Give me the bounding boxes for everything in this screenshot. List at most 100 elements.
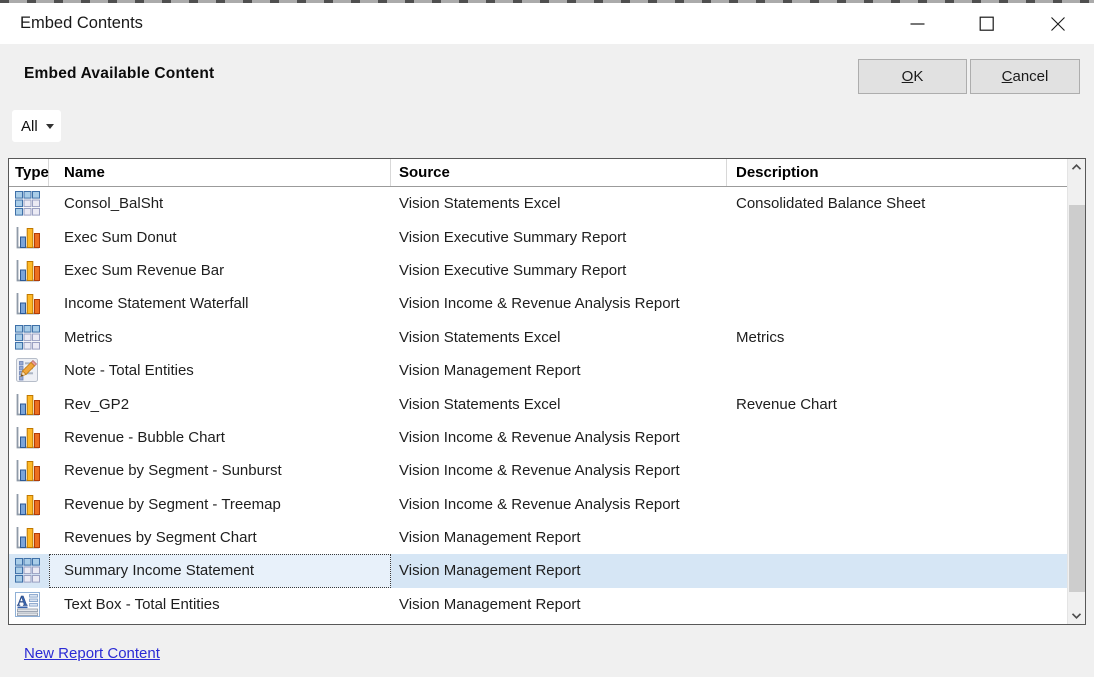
ok-rest: K bbox=[913, 68, 924, 85]
row-name-cell: Note - Total Entities bbox=[64, 362, 194, 380]
row-name-cell: Consol_BalSht bbox=[64, 195, 164, 213]
column-header-type[interactable]: Type bbox=[9, 159, 49, 186]
row-type-cell bbox=[9, 454, 49, 487]
row-type-cell bbox=[9, 421, 49, 454]
minimize-button[interactable] bbox=[894, 3, 940, 44]
grid-icon bbox=[15, 191, 40, 216]
row-name-cell: Revenue by Segment - Treemap bbox=[64, 495, 281, 513]
row-source-cell: Vision Executive Summary Report bbox=[399, 261, 627, 279]
table-row[interactable]: Revenue - Bubble Chart Vision Income & R… bbox=[9, 421, 1067, 454]
ok-button[interactable]: OK bbox=[858, 59, 967, 94]
maximize-icon bbox=[979, 16, 994, 31]
cancel-button[interactable]: Cancel bbox=[970, 59, 1080, 94]
row-description-cell bbox=[727, 588, 1067, 621]
vertical-scrollbar[interactable] bbox=[1067, 159, 1085, 624]
table-header: Type Name Source Description bbox=[9, 159, 1067, 187]
row-type-cell bbox=[9, 488, 49, 521]
type-filter-dropdown[interactable]: All bbox=[12, 110, 61, 142]
text-box-icon: A bbox=[15, 591, 40, 617]
row-description-cell bbox=[727, 521, 1067, 554]
row-name-cell: Income Statement Waterfall bbox=[64, 295, 249, 313]
row-type-cell bbox=[9, 521, 49, 554]
table-row[interactable]: Note - Total Entities Vision Management … bbox=[9, 354, 1067, 387]
row-name-cell: Revenues by Segment Chart bbox=[64, 529, 257, 547]
column-header-name[interactable]: Name bbox=[49, 159, 391, 186]
column-header-description[interactable]: Description bbox=[736, 164, 819, 181]
row-source-cell: Vision Statements Excel bbox=[399, 395, 561, 413]
row-name-cell: Rev_GP2 bbox=[64, 395, 130, 413]
row-description-cell: Metrics bbox=[736, 328, 785, 346]
row-description-cell bbox=[727, 488, 1067, 521]
row-source-cell: Vision Management Report bbox=[399, 595, 581, 613]
row-source-cell: Vision Statements Excel bbox=[399, 328, 561, 346]
scrollbar-thumb[interactable] bbox=[1069, 205, 1085, 592]
row-name-cell: Text Box - Total Entities bbox=[64, 595, 220, 613]
row-name-cell: Exec Sum Revenue Bar bbox=[64, 261, 225, 279]
bar-chart-icon bbox=[16, 226, 40, 248]
row-name-cell: Revenue by Segment - Sunburst bbox=[64, 462, 282, 480]
table-row[interactable]: Revenue by Segment - Treemap Vision Inco… bbox=[9, 488, 1067, 521]
cancel-accel: C bbox=[1001, 68, 1013, 85]
table-row[interactable]: Summary Income Statement Vision Manageme… bbox=[9, 554, 1067, 588]
table-row[interactable]: Income Statement Waterfall Vision Income… bbox=[9, 287, 1067, 320]
row-name-cell: Metrics bbox=[64, 328, 113, 346]
table-row[interactable]: Exec Sum Donut Vision Executive Summary … bbox=[9, 220, 1067, 253]
table-row[interactable]: Rev_GP2 Vision Statements Excel Revenue … bbox=[9, 387, 1067, 420]
maximize-button[interactable] bbox=[964, 3, 1010, 44]
table-row[interactable]: Revenues by Segment Chart Vision Managem… bbox=[9, 521, 1067, 554]
row-source-cell: Vision Executive Summary Report bbox=[399, 228, 627, 246]
row-source-cell: Vision Income & Revenue Analysis Report bbox=[399, 428, 680, 446]
bar-chart-icon bbox=[16, 259, 40, 282]
row-type-cell bbox=[9, 220, 49, 253]
table-row[interactable]: Consol_BalSht Vision Statements Excel Co… bbox=[9, 187, 1067, 220]
grid-icon bbox=[15, 558, 40, 584]
row-source-cell: Vision Income & Revenue Analysis Report bbox=[399, 462, 680, 480]
table-row[interactable]: Exec Sum Revenue Bar Vision Executive Su… bbox=[9, 254, 1067, 287]
content-table: Type Name Source Description Consol_BalS… bbox=[8, 158, 1086, 625]
row-name-cell: Summary Income Statement bbox=[49, 554, 391, 588]
table-body: Consol_BalSht Vision Statements Excel Co… bbox=[9, 187, 1067, 621]
row-type-cell bbox=[9, 254, 49, 287]
note-icon bbox=[16, 358, 38, 383]
new-report-content-link[interactable]: New Report Content bbox=[24, 645, 160, 662]
row-description-cell bbox=[727, 454, 1067, 487]
grid-icon bbox=[15, 324, 40, 350]
row-name-cell: Exec Sum Donut bbox=[64, 228, 177, 246]
window-title: Embed Contents bbox=[20, 14, 143, 32]
table-row[interactable]: Revenue by Segment - Sunburst Vision Inc… bbox=[9, 454, 1067, 487]
row-description-cell bbox=[727, 287, 1067, 320]
bar-chart-icon bbox=[16, 426, 40, 449]
page-title: Embed Available Content bbox=[24, 65, 215, 82]
title-bar: Embed Contents bbox=[0, 3, 1094, 44]
row-source-cell: Vision Management Report bbox=[399, 362, 581, 380]
bar-chart-icon bbox=[16, 460, 40, 482]
cancel-rest: ancel bbox=[1012, 68, 1049, 85]
column-header-source[interactable]: Source bbox=[391, 159, 727, 186]
row-description-cell: Consolidated Balance Sheet bbox=[736, 195, 926, 213]
table-row[interactable]: Metrics Vision Statements Excel Metrics bbox=[9, 321, 1067, 354]
minimize-icon bbox=[910, 23, 924, 25]
scroll-up-button[interactable] bbox=[1068, 159, 1085, 176]
table-row[interactable]: A Text Box - Total Entities Vision Manag… bbox=[9, 588, 1067, 621]
row-description-cell bbox=[727, 254, 1067, 287]
caret-down-icon bbox=[45, 123, 54, 129]
chevron-down-icon bbox=[1071, 613, 1082, 620]
close-icon bbox=[1051, 16, 1065, 31]
row-source-cell: Vision Statements Excel bbox=[399, 195, 561, 213]
row-description-cell bbox=[727, 421, 1067, 454]
chevron-up-icon bbox=[1071, 163, 1082, 170]
row-description-cell bbox=[727, 220, 1067, 253]
bar-chart-icon bbox=[16, 493, 40, 516]
table-content: Type Name Source Description Consol_BalS… bbox=[9, 159, 1067, 624]
bar-chart-icon bbox=[16, 293, 40, 315]
row-type-cell bbox=[9, 287, 49, 320]
row-source-cell: Vision Management Report bbox=[399, 562, 581, 580]
row-type-cell bbox=[9, 321, 49, 354]
bar-chart-icon bbox=[16, 393, 40, 415]
row-type-cell bbox=[9, 354, 49, 387]
row-type-cell bbox=[9, 187, 49, 220]
close-button[interactable] bbox=[1035, 3, 1081, 44]
scroll-down-button[interactable] bbox=[1068, 607, 1085, 624]
row-description-cell bbox=[727, 554, 1067, 587]
